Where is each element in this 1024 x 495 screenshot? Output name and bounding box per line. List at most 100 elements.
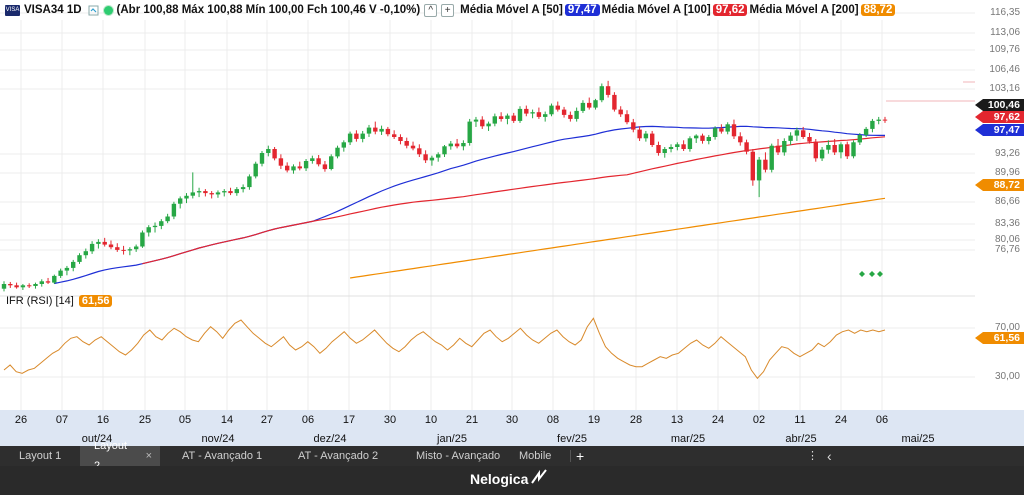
candle-body (819, 149, 825, 159)
tab-layout-1[interactable]: Layout 1 (0, 446, 80, 466)
candle-body (272, 149, 277, 159)
scroll-back-icon[interactable]: ‹ (827, 448, 832, 464)
candle-body (215, 192, 221, 195)
day-label: 06 (301, 414, 315, 426)
tab-label: Layout 1 (19, 450, 62, 462)
more-menu-icon[interactable]: ⋮ (807, 450, 818, 462)
nelogica-logo-icon (531, 469, 547, 484)
price-axis[interactable]: 116,35 113,06 109,76 106,46 103,16 93,26… (975, 0, 1024, 410)
add-indicator-button[interactable]: + (441, 3, 455, 17)
day-label: 13 (670, 414, 684, 426)
candle-body (64, 267, 70, 271)
ma100-value: 97,62 (712, 4, 748, 16)
tab-mobile[interactable]: Mobile (517, 446, 570, 466)
candle-body (480, 119, 485, 127)
signal-marker (869, 271, 875, 277)
candle-body (687, 138, 693, 149)
price-tick: 80,06 (994, 234, 1020, 245)
candle-body (580, 102, 586, 111)
candle-body (39, 281, 44, 284)
candle-body (706, 137, 711, 141)
candle-body (310, 158, 315, 161)
day-label: 27 (260, 414, 274, 426)
candle-body (247, 176, 252, 188)
ma200-line (350, 197, 886, 279)
candle-body (379, 128, 384, 132)
visa-logo: VISA (5, 4, 20, 16)
rsi-series (3, 317, 886, 380)
candle-body (347, 133, 353, 143)
chart-header: VISA VISA34 1D (Abr 100,88 Máx 100,88 Mí… (0, 0, 975, 20)
date-axis[interactable]: 26 07 16 25 05 14 27 06 17 30 10 21 30 0… (0, 410, 975, 446)
candle-body (146, 227, 151, 233)
candle-body (593, 100, 598, 108)
day-label: 30 (383, 414, 397, 426)
candle-body (52, 275, 57, 283)
rsi-label-text: IFR (RSI) [14] (6, 295, 74, 307)
candle-body (738, 136, 743, 143)
candle-body (536, 112, 542, 117)
candle-body (140, 232, 145, 247)
candle-body (668, 147, 674, 149)
candle-body (45, 281, 51, 283)
add-tab-button[interactable]: + (576, 448, 585, 464)
candle-body (473, 119, 479, 122)
day-label: 10 (424, 414, 438, 426)
candle-body (165, 216, 170, 222)
tab-layout-2[interactable]: Layout 2× (80, 440, 160, 472)
day-label: 07 (55, 414, 69, 426)
candle-body (102, 241, 107, 245)
tab-misto-avancado[interactable]: Misto - Avançado (394, 446, 517, 466)
candle-body (329, 156, 334, 169)
candle-body (58, 270, 63, 276)
month-label: nov/24 (201, 433, 235, 445)
candle-body (838, 144, 844, 153)
month-label: mar/25 (670, 433, 706, 445)
chart-canvas[interactable] (0, 0, 1024, 446)
price-tick: 76,76 (994, 244, 1020, 255)
ma100-line (142, 136, 886, 265)
layout-tab-bar: Layout 1 Layout 2× AT - Avançado 1 AT - … (0, 440, 1024, 472)
day-label: 17 (342, 414, 356, 426)
tab-at-avancado-2[interactable]: AT - Avançado 2 (277, 446, 394, 466)
candle-body (8, 284, 13, 286)
symbol-label[interactable]: VISA34 1D (24, 4, 82, 16)
tab-label: Misto - Avançado (416, 450, 501, 462)
candle-body (744, 142, 749, 152)
candle-body (398, 137, 403, 141)
candle-body (366, 127, 372, 134)
footer-bar: Nelogica (0, 466, 1024, 495)
tab-label: AT - Avançado 1 (182, 450, 263, 462)
rsi-legend[interactable]: IFR (RSI) [14] 61,56 (6, 295, 113, 307)
candle-body (33, 284, 38, 286)
ma50-value: 97,47 (564, 4, 600, 16)
day-label: 24 (711, 414, 725, 426)
candle-body (694, 135, 699, 139)
tab-label: AT - Avançado 2 (298, 450, 379, 462)
day-label: 16 (96, 414, 110, 426)
candle-body (882, 119, 888, 121)
day-label: 06 (875, 414, 889, 426)
candle-body (662, 149, 667, 153)
tab-at-avancado-1[interactable]: AT - Avançado 1 (160, 446, 277, 466)
candle-body (303, 161, 309, 169)
rsi-value-tag: 61,56 (975, 332, 1024, 344)
rsi-value-badge: 61,56 (78, 295, 113, 307)
close-icon[interactable]: × (145, 450, 152, 462)
settings-icon[interactable] (88, 5, 99, 16)
candle-body (115, 247, 120, 250)
candle-body (574, 110, 579, 119)
realtime-status-icon (103, 5, 113, 15)
month-label: fev/25 (557, 433, 587, 445)
candle-body (222, 191, 227, 193)
candle-body (209, 193, 214, 195)
candle-body (442, 146, 447, 155)
collapse-button[interactable]: ^ (424, 3, 438, 17)
rsi-tick: 70,00 (994, 322, 1020, 333)
ma50-label[interactable]: Média Móvel A [50] (460, 4, 563, 16)
candle-body (467, 121, 472, 143)
ma200-label[interactable]: Média Móvel A [200] (749, 4, 859, 16)
price-tick: 86,66 (994, 196, 1020, 207)
ma100-label[interactable]: Média Móvel A [100] (601, 4, 711, 16)
